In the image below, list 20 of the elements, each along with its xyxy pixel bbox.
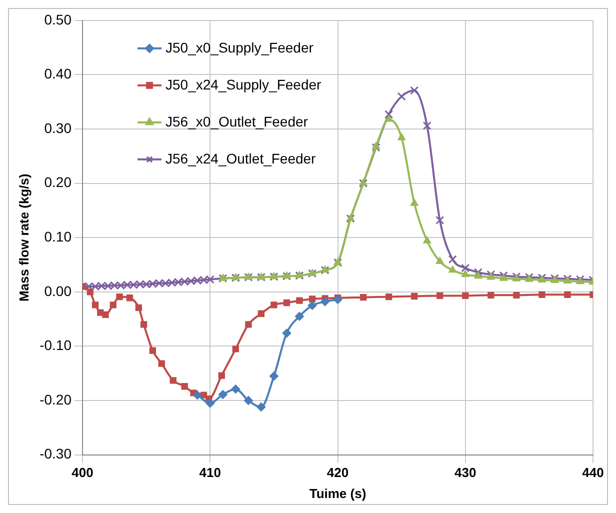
x-axis-title: Tuime (s) [309, 486, 366, 501]
legend-label: J56_x24_Outlet_Feeder [166, 150, 316, 166]
legend-label: J50_x0_Supply_Feeder [166, 39, 314, 56]
y-tick-label: 0.50 [44, 11, 72, 28]
x-tick-label: 420 [326, 465, 349, 480]
y-tick-label: -0.10 [40, 337, 72, 354]
y-axis-title: Mass flow rate (kg/s) [16, 174, 32, 302]
y-tick-label: 0.20 [44, 174, 72, 190]
x-tick-label: 440 [582, 465, 604, 480]
y-tick-label: 0.00 [44, 282, 72, 299]
x-tick-label: 400 [72, 465, 94, 480]
x-tick-label: 430 [454, 465, 476, 480]
legend-label: J50_x24_Supply_Feeder [166, 76, 322, 92]
y-tick-label: -0.20 [40, 391, 72, 408]
y-tick-label: 0.40 [44, 66, 72, 82]
y-tick-label: 0.30 [44, 120, 72, 136]
y-tick-label: 0.10 [44, 228, 72, 244]
legend-label: J56_x0_Outlet_Feeder [166, 113, 308, 130]
y-tick-label: -0.30 [40, 446, 72, 462]
x-tick-label: 410 [199, 465, 221, 480]
